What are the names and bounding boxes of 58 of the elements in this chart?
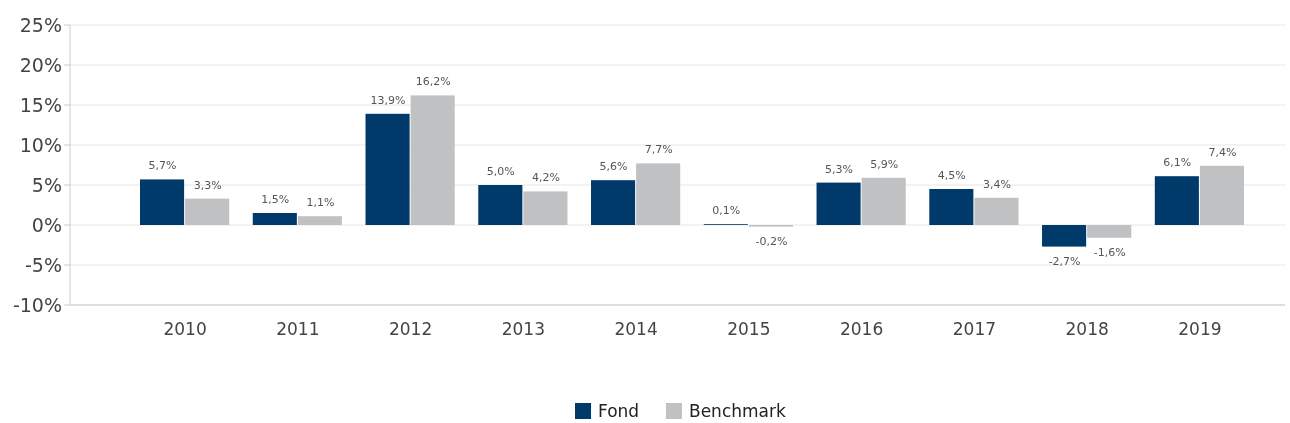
y-tick-label: -10% xyxy=(12,293,62,316)
data-label: -0,2% xyxy=(755,234,788,248)
legend-label: Benchmark xyxy=(689,401,786,421)
bar xyxy=(974,197,1019,225)
data-label: 5,3% xyxy=(825,162,854,176)
y-tick-label: 0% xyxy=(31,213,62,236)
x-tick-label: 2013 xyxy=(501,319,545,339)
data-label: 5,6% xyxy=(599,160,628,174)
y-tick-label: 25% xyxy=(19,13,62,36)
bar xyxy=(410,95,455,225)
bar xyxy=(929,189,974,225)
data-label: 3,4% xyxy=(982,177,1011,191)
data-label: 16,2% xyxy=(415,75,451,89)
data-label: 1,1% xyxy=(306,196,335,210)
bar xyxy=(636,163,681,225)
x-tick-label: 2016 xyxy=(840,319,884,339)
data-label: 1,5% xyxy=(261,193,290,206)
bar xyxy=(252,213,297,225)
data-label: 6,1% xyxy=(1163,156,1192,170)
y-tick-label: 15% xyxy=(19,93,62,116)
bar xyxy=(816,182,861,225)
x-tick-label: 2017 xyxy=(952,319,997,339)
bar xyxy=(1199,165,1244,225)
bar xyxy=(861,177,906,225)
bar xyxy=(478,185,523,225)
data-label: 5,0% xyxy=(486,165,515,178)
legend-label: Fond xyxy=(598,401,640,421)
bar xyxy=(523,191,568,225)
x-tick-label: 2014 xyxy=(614,319,658,339)
x-tick-label: 2018 xyxy=(1065,319,1109,339)
data-label: 0,1% xyxy=(712,204,741,218)
bar xyxy=(140,179,185,225)
data-label: 13,9% xyxy=(370,93,406,107)
data-label: 7,4% xyxy=(1208,145,1237,159)
x-tick-label: 2011 xyxy=(276,319,320,339)
bar xyxy=(1042,225,1087,247)
data-label: 7,7% xyxy=(644,143,673,157)
data-label: 3,3% xyxy=(193,178,222,192)
y-tick-label: 20% xyxy=(19,53,62,76)
x-tick-label: 2010 xyxy=(163,319,207,339)
y-tick-label: -5% xyxy=(25,253,62,276)
data-label: 5,9% xyxy=(870,157,899,171)
bar xyxy=(1154,176,1199,225)
bar xyxy=(591,180,636,225)
x-tick-label: 2012 xyxy=(388,319,433,339)
x-tick-label: 2019 xyxy=(1178,319,1222,339)
y-tick-label: 10% xyxy=(19,133,62,156)
data-label: -1,6% xyxy=(1093,245,1126,259)
bar xyxy=(365,113,410,225)
x-tick-label: 2015 xyxy=(727,319,771,339)
bar xyxy=(185,198,230,225)
data-label: -2,7% xyxy=(1048,254,1081,268)
y-tick-label: 5% xyxy=(31,173,62,196)
data-label: 4,5% xyxy=(937,169,966,182)
bar xyxy=(297,216,342,225)
data-label: 5,7% xyxy=(148,159,177,173)
data-label: 4,2% xyxy=(531,171,560,185)
bar xyxy=(1087,225,1132,238)
